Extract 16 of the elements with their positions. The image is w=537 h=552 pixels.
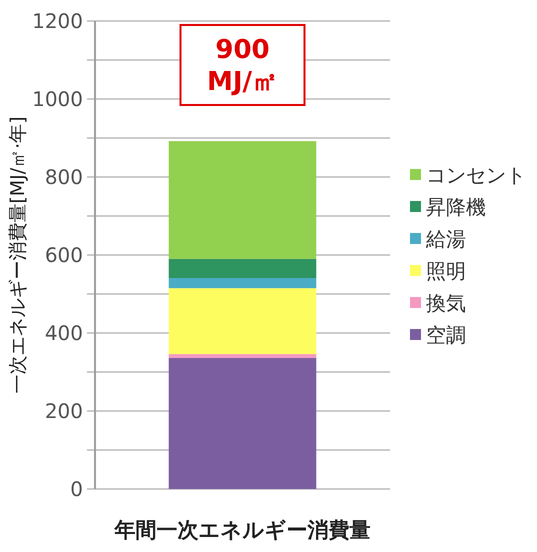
legend-label: 昇降機: [426, 195, 486, 219]
legend-label: 照明: [426, 259, 466, 283]
y-tick-label: 400: [44, 321, 83, 345]
y-tick-label: 1000: [32, 87, 83, 111]
y-tick-label: 0: [70, 477, 83, 501]
y-tick-label: 200: [44, 399, 83, 423]
annotation: 900 MJ/㎡: [206, 35, 278, 97]
y-tick-label: 1200: [32, 9, 83, 33]
x-tick-label: 年間一次エネルギー消費量: [114, 518, 370, 542]
y-tick-label: 600: [44, 243, 83, 267]
y-axis-title: 一次エネルギー消費量[MJ/㎡·年]: [7, 116, 29, 394]
legend-label: 換気: [426, 291, 466, 315]
legend-label: 空調: [426, 323, 466, 347]
legend-label: コンセント: [426, 163, 526, 187]
y-tick-label: 800: [44, 165, 83, 189]
legend-label: 給湯: [425, 227, 466, 251]
